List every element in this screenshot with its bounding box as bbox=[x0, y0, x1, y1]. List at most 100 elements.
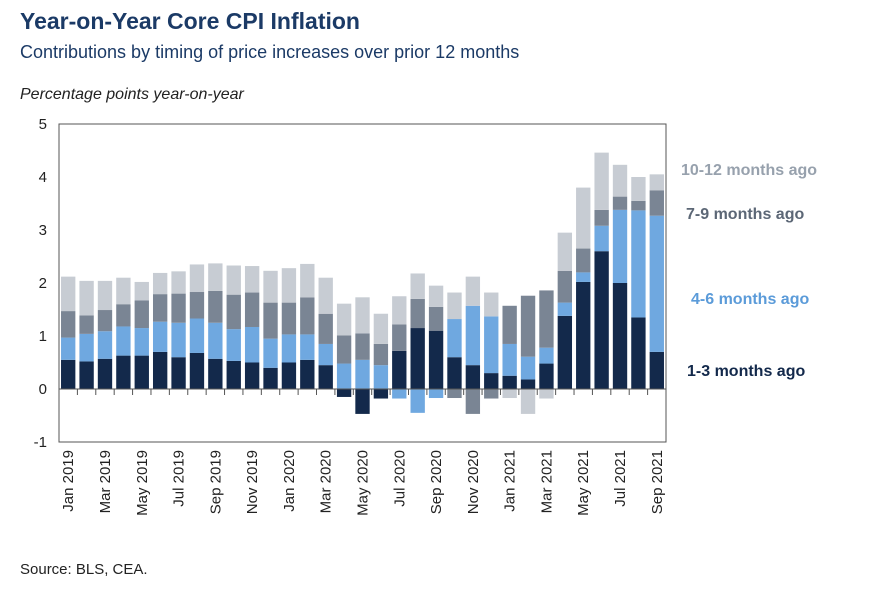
bar-segment bbox=[208, 322, 223, 359]
bar-segment bbox=[484, 389, 499, 399]
bar-segment bbox=[612, 209, 628, 283]
bar-segment bbox=[134, 328, 149, 356]
bar-segment bbox=[244, 292, 260, 327]
plot-frame bbox=[58, 123, 667, 443]
legend-entry: 7-9 months ago bbox=[686, 206, 804, 223]
bar-segment bbox=[116, 304, 131, 327]
bar-segment bbox=[576, 187, 591, 249]
y-tick-label: -1 bbox=[34, 434, 47, 451]
bar-segment bbox=[61, 276, 76, 312]
bar-segment bbox=[447, 319, 462, 358]
bar-segment bbox=[318, 365, 333, 389]
bar-segment bbox=[520, 295, 536, 357]
bar-segment bbox=[281, 362, 297, 389]
bar-segment bbox=[576, 272, 591, 282]
bar-segment bbox=[318, 313, 333, 344]
bar-segment bbox=[428, 389, 444, 399]
bar-segment bbox=[97, 358, 113, 389]
legend: 1-3 months ago 4-6 months ago 7-9 months a… bbox=[681, 162, 817, 380]
bar-segment bbox=[208, 290, 223, 323]
bar-segment bbox=[502, 343, 517, 376]
bar-segment bbox=[410, 389, 425, 413]
bar-segment bbox=[281, 334, 297, 363]
bar-segment bbox=[97, 280, 113, 311]
bar-segment bbox=[428, 330, 444, 389]
bar-segment bbox=[226, 265, 241, 295]
bar-segment bbox=[631, 177, 646, 201]
bar-segment bbox=[336, 335, 352, 364]
bar-segment bbox=[410, 328, 425, 389]
bar-segment bbox=[79, 315, 94, 334]
bar-segment bbox=[484, 373, 499, 389]
x-tick-label: Jan 2020 bbox=[281, 450, 298, 512]
x-tick-label: May 2021 bbox=[575, 450, 592, 516]
bar-segment bbox=[631, 210, 646, 318]
bar-segment bbox=[576, 248, 591, 273]
x-tick-label: Mar 2021 bbox=[538, 450, 555, 513]
bar-segment bbox=[594, 209, 609, 226]
bar-segment bbox=[631, 200, 646, 211]
bar-segment bbox=[152, 272, 168, 295]
chart-subtitle: Contributions by timing of price increas… bbox=[20, 42, 520, 62]
bar-segment bbox=[336, 363, 352, 389]
bar-segment bbox=[355, 389, 370, 414]
y-tick-label: 2 bbox=[39, 275, 47, 292]
bar-segment bbox=[152, 351, 168, 389]
bar-segment bbox=[594, 152, 609, 210]
y-tick-label: 0 bbox=[39, 381, 47, 398]
bar-segment bbox=[631, 317, 646, 389]
bar-segment bbox=[392, 350, 407, 389]
bar-segment bbox=[116, 355, 131, 389]
bar-segment bbox=[263, 302, 278, 339]
bar-segment bbox=[281, 268, 297, 303]
bar-segment bbox=[61, 311, 76, 338]
bar-segment bbox=[557, 232, 573, 271]
legend-entry: 10-12 months ago bbox=[681, 162, 817, 179]
bar-segment bbox=[392, 389, 407, 399]
bar-segment bbox=[61, 359, 76, 389]
bar-segment bbox=[410, 298, 425, 329]
bar-segment bbox=[355, 297, 370, 334]
bars bbox=[61, 152, 664, 414]
x-tick-label: Jul 2020 bbox=[391, 450, 408, 507]
bar-segment bbox=[447, 389, 462, 399]
y-tick-label: 4 bbox=[39, 169, 47, 186]
bar-segment bbox=[116, 326, 131, 356]
bar-segment bbox=[539, 363, 554, 389]
bar-segment bbox=[134, 355, 149, 389]
bar-segment bbox=[520, 379, 536, 389]
source-note: Source: BLS, CEA. bbox=[20, 561, 148, 578]
bar-segment bbox=[171, 357, 186, 389]
bar-segment bbox=[244, 266, 260, 293]
bar-segment bbox=[373, 343, 389, 366]
bar-segment bbox=[557, 315, 573, 389]
bar-segment bbox=[244, 326, 260, 363]
bar-segment bbox=[208, 263, 223, 291]
bar-segment bbox=[152, 321, 168, 352]
bar-segment bbox=[576, 281, 591, 389]
bar-segment bbox=[318, 343, 333, 366]
bar-segment bbox=[447, 292, 462, 320]
x-tick-label: Jul 2021 bbox=[612, 450, 629, 507]
bar-segment bbox=[226, 329, 241, 361]
bar-segment bbox=[281, 302, 297, 335]
bar-segment bbox=[520, 356, 536, 380]
bar-segment bbox=[392, 296, 407, 325]
bar-segment bbox=[226, 360, 241, 389]
x-tick-label: Sep 2019 bbox=[207, 450, 224, 514]
x-tick-label: May 2019 bbox=[134, 450, 151, 516]
bar-segment bbox=[428, 306, 444, 331]
bar-segment bbox=[612, 283, 628, 389]
bar-segment bbox=[244, 362, 260, 389]
x-tick-label: Sep 2021 bbox=[649, 450, 666, 514]
bar-segment bbox=[300, 334, 315, 360]
legend-entry: 4-6 months ago bbox=[691, 291, 809, 308]
bar-segment bbox=[79, 333, 94, 362]
x-tick-label: Mar 2019 bbox=[97, 450, 114, 513]
y-axis-label: Percentage points year-on-year bbox=[20, 86, 244, 103]
bar-segment bbox=[61, 337, 76, 360]
chart-title: Year-on-Year Core CPI Inflation bbox=[20, 8, 360, 34]
x-tick-label: Jan 2021 bbox=[502, 450, 519, 512]
bar-segment bbox=[373, 313, 389, 344]
